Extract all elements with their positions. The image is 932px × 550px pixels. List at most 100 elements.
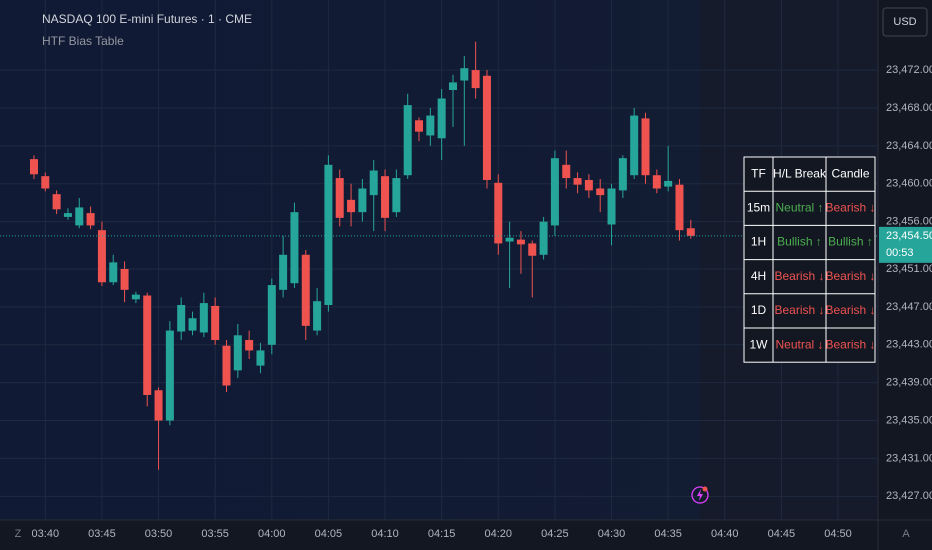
time-axis [0,520,878,550]
candle-body [245,340,254,351]
y-tick-label: 23,451.00 [886,263,932,275]
table-cell: Bullish ↑ [777,235,822,249]
x-tick-label: 04:00 [258,528,286,540]
alert-dot [702,486,708,492]
candle-body [154,390,163,421]
candle-body [426,115,435,136]
candle-body [403,105,412,176]
y-tick-label: 23,447.00 [886,301,932,313]
candle-body [516,239,525,245]
x-tick-label: 04:30 [598,528,626,540]
candle-body [528,243,537,256]
y-tick-label: 23,427.00 [886,490,932,502]
table-cell: Bearish ↓ [825,269,875,283]
table-cell: Bearish ↓ [825,303,875,317]
candle-body [233,335,242,371]
x-tick-label: 04:10 [371,528,399,540]
price-axis [878,0,932,550]
candle-body [29,159,38,175]
candle-body [415,120,424,132]
candle-body [279,254,288,290]
candle-body [562,164,571,179]
candle-body [607,188,616,225]
toolbar-button[interactable]: Z [15,528,22,540]
y-tick-label: 23,431.00 [886,452,932,464]
table-cell: Bearish ↓ [774,303,824,317]
candle-body [177,304,186,332]
table-cell: 1H [751,235,766,249]
candle-body [573,178,582,185]
candle-body [369,170,378,196]
candle-body [437,98,446,139]
y-tick-label: 23,464.00 [886,140,932,152]
candle-body [256,350,265,366]
candle-body [584,179,593,191]
candle-body [652,175,661,189]
candle-body [86,213,95,226]
table-cell: Bearish ↓ [774,269,824,283]
table-cell: 1W [750,337,769,351]
x-tick-label: 04:35 [654,528,682,540]
x-tick-label: 03:40 [32,528,60,540]
candle-body [460,68,469,81]
candle-body [641,118,650,176]
candle-body [596,188,605,196]
y-tick-label: 23,439.00 [886,377,932,389]
candle-body [392,178,401,213]
table-cell: 1D [751,303,767,317]
x-tick-label: 04:15 [428,528,456,540]
table-cell: 15m [747,200,770,214]
x-tick-label: 03:55 [201,528,229,540]
y-tick-label: 23,468.00 [886,102,932,114]
x-tick-label: 04:45 [768,528,796,540]
x-tick-label: 03:50 [145,528,173,540]
candle-body [471,70,480,89]
y-tick-label: 23,472.00 [886,64,932,76]
alert-icon [697,489,703,501]
last-price-box [879,226,932,263]
candle-body [109,262,118,283]
y-tick-label: 23,456.00 [886,216,932,228]
candle-body [97,230,106,283]
x-tick-label: 04:20 [485,528,513,540]
table-cell: Neutral ↑ [775,200,823,214]
table-cell: Neutral ↓ [775,337,823,351]
candle-body [63,213,72,217]
table-cell: Bullish ↑ [828,235,873,249]
candle-body [324,164,333,305]
candle-body [482,75,491,180]
candle-body [41,176,50,189]
x-tick-label: 04:40 [711,528,739,540]
currency[interactable]: USD [893,16,916,28]
table-header: Candle [831,166,869,180]
indicator-name: HTF Bias Table [42,34,124,48]
candle-body [358,188,367,213]
candle-body [448,82,457,90]
chart-title: NASDAQ 100 E-mini Futures · 1 · CME [42,12,252,26]
x-tick-label: 04:05 [315,528,343,540]
candle-body [347,199,356,213]
candle-body [290,212,299,284]
candle-body [505,237,514,242]
candle-body [143,295,152,395]
candle-body [301,254,310,326]
candle-body [211,305,220,341]
table-cell: Bearish ↓ [825,200,875,214]
alert-icon[interactable] [691,486,709,504]
currency-button[interactable] [882,7,928,37]
candle-body [618,158,627,191]
y-tick-label: 23,443.00 [886,339,932,351]
table-header: TF [751,166,766,180]
table-cell: 4H [751,269,766,283]
x-tick-label: 03:45 [88,528,116,540]
candle-body [199,303,208,333]
candle-body [267,285,276,345]
candle-body [381,176,390,218]
y-tick-label: 23,460.00 [886,178,932,190]
toolbar-button[interactable]: A [902,528,910,540]
candle-body [550,158,559,226]
last-price-label: 23,454.50 [886,230,932,242]
candle-body [131,294,140,300]
x-tick-label: 04:50 [824,528,852,540]
